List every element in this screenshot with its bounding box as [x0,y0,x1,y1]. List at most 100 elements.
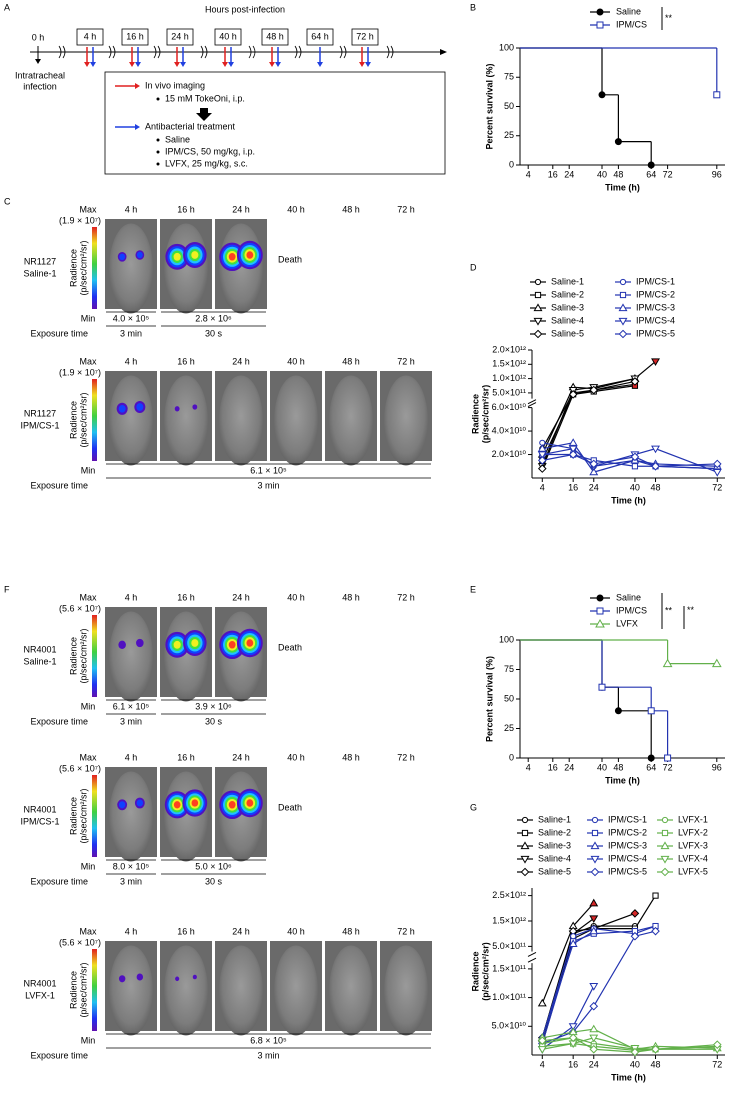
significance-label: ** [665,13,673,23]
marker [589,459,599,469]
scale-label: (p/sec/cm²/sr) [78,240,88,295]
exposure-label: Exposure time [30,480,88,490]
x-axis-label: Time (h) [605,182,640,192]
legend-label: Saline-5 [538,866,571,876]
signal [174,406,180,412]
y-axis-label: Radience [470,394,480,434]
marker [662,658,673,668]
x-tick-label: 24 [589,482,599,492]
step-arrow [196,108,212,121]
color-bar [92,949,97,1031]
marker [591,816,599,824]
time-label: 72 h [397,592,415,602]
signal [173,640,181,649]
signal [191,799,199,807]
x-tick-label: 24 [564,762,574,772]
marker [651,461,660,471]
scale-label: (p/sec/cm²/sr) [78,392,88,447]
row-label: NR1127 [24,408,56,418]
panel-label: C [4,196,11,206]
series-line [542,1028,718,1050]
signal [175,976,180,982]
signal [191,639,199,647]
marker [537,451,547,460]
arrow-head [135,62,141,67]
x-tick-label: 16 [568,1059,578,1069]
y-tick-label: 1.5×10¹¹ [492,963,526,973]
color-bar [92,775,97,857]
x-tick-label: 4 [540,1059,545,1069]
x-tick-label: 64 [646,169,656,179]
axis-break [108,45,116,59]
signal [118,801,126,809]
marker [661,829,669,837]
legend-label: LVFX-5 [678,866,708,876]
marker [533,329,543,339]
max-value: (1.9 × 10⁷) [59,367,101,377]
row-label: LVFX-1 [25,990,55,1000]
marker [520,867,530,877]
y-tick-label: 1.0×10¹¹ [492,992,526,1002]
x-tick-label: 4 [540,482,545,492]
timepoint-box [306,28,334,46]
color-bar [92,379,97,461]
y-tick-label: 1.5×10¹² [492,915,526,925]
axis-break [527,952,537,957]
y-tick-label: 2.0×10¹⁰ [492,449,527,459]
max-value: (5.6 × 10⁷) [59,763,101,773]
treatment-title: Antibacterial treatment [145,121,236,131]
marker [596,607,604,615]
death-label: Death [278,802,302,812]
signal [118,640,126,649]
infection-label: Intratracheal [15,70,65,80]
legend-label: LVFX-1 [678,814,708,824]
significance-label: ** [687,605,695,615]
timepoint-label: 16 h [126,31,144,41]
death-label: Death [278,642,302,652]
signal [173,801,181,809]
marker [534,278,542,286]
min-label: Min [81,1035,96,1045]
time-label: 16 h [177,752,195,762]
marker [590,867,600,877]
scale-label: (p/sec/cm²/sr) [78,962,88,1017]
x-tick-label: 24 [589,1059,599,1069]
marker [652,892,659,899]
min-label: Min [81,465,96,475]
min-label: Min [81,701,96,711]
x-tick-label: 40 [630,482,640,492]
mouse-body [164,945,208,1036]
time-label: 24 h [232,204,250,214]
marker [664,754,672,762]
panel-label: E [470,584,476,594]
color-bar [92,615,97,697]
signal [228,801,236,809]
marker [630,931,640,941]
signal [246,799,254,807]
mouse-body [274,375,318,466]
arrow-head [228,62,234,67]
y-tick-label: 100 [499,42,514,52]
marker [568,390,578,399]
marker [589,898,599,907]
y-tick-label: 1.0×10¹² [492,373,526,383]
min-label: Min [81,313,96,323]
marker [589,926,599,935]
timepoint-label: 24 h [171,31,189,41]
mouse-body [329,375,373,466]
axis-break [527,399,537,405]
legend-label: LVFX-3 [678,840,708,850]
arrow-head [275,62,281,67]
y-tick-label: 5.0×10¹⁰ [492,1021,527,1031]
signal [228,641,236,649]
bullet [156,97,160,101]
marker [661,816,669,824]
min-value: 5.0 × 10⁶ [195,861,232,871]
marker [568,438,578,446]
mouse-body [109,223,153,314]
timepoint-label: 64 h [311,31,329,41]
signal [192,404,198,410]
marker [651,1044,660,1054]
marker [589,983,599,991]
mouse-body [219,375,263,466]
